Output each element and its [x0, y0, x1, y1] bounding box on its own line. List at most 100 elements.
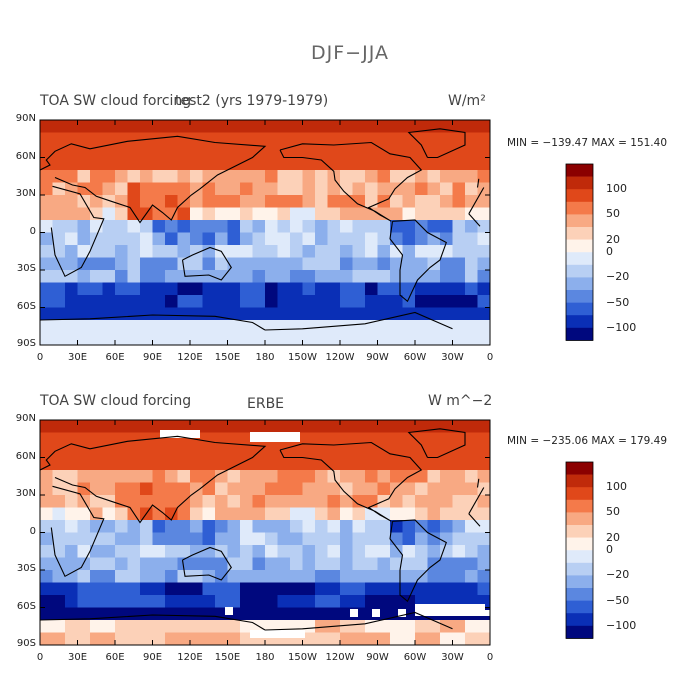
missing-data-patch: [398, 609, 406, 617]
colorbar-swatch: [566, 575, 593, 589]
colorbar-label: 50: [606, 505, 620, 519]
coastline: [476, 178, 480, 188]
missing-data-patch: [440, 610, 490, 616]
missing-data-patch: [225, 607, 233, 615]
lon-tick-label: 90W: [366, 652, 389, 663]
colorbar-swatch: [566, 252, 593, 266]
panel-bottom-minmax: MIN = −235.06 MAX = 179.49: [507, 435, 668, 447]
panel-top-units: W/m²: [448, 93, 486, 109]
coastline: [468, 487, 485, 515]
colorbar-frame: [565, 163, 594, 341]
lat-tick-label: 30N: [15, 188, 36, 199]
coastline: [407, 128, 466, 159]
panel-bottom-variable: TOA SW cloud forcing: [40, 393, 192, 409]
lon-tick-label: 150E: [214, 652, 241, 663]
lat-tick-label: 90N: [15, 113, 36, 124]
colorbar-swatch: [566, 512, 593, 526]
colorbar-swatch: [566, 189, 593, 203]
lon-tick-label: 60E: [105, 352, 125, 363]
colorbar-top: [565, 163, 594, 341]
colorbar-swatch: [566, 214, 593, 228]
lon-tick-label: 0: [36, 352, 44, 363]
colorbar-label: 20: [606, 530, 620, 544]
lon-tick-label: 0: [486, 352, 494, 363]
axis-ticks: [39, 419, 491, 646]
lon-tick-label: 30W: [441, 352, 464, 363]
lon-tick-label: 90E: [142, 652, 163, 663]
map-panel-top: [39, 119, 491, 346]
lon-tick-label: 150W: [288, 652, 317, 663]
figure-title: DJF−JJA: [311, 42, 389, 64]
colorbar-label: −50: [606, 593, 630, 607]
coastline: [468, 513, 481, 527]
colorbar-label: −100: [606, 320, 637, 334]
colorbar-label: 100: [606, 480, 627, 494]
axis-ticks: [39, 119, 491, 346]
colorbar-swatch: [566, 499, 593, 513]
lon-tick-label: 30E: [67, 352, 88, 363]
colorbar-label: −20: [606, 270, 630, 284]
colorbar-swatch: [566, 315, 593, 329]
colorbar-swatch: [566, 327, 593, 341]
colorbar-swatch: [566, 264, 593, 278]
colorbar-swatch: [566, 625, 593, 639]
lat-tick-label: 60S: [16, 300, 36, 312]
coastline: [50, 185, 105, 278]
colorbar-label: 50: [606, 207, 620, 221]
lon-tick-label: 150W: [288, 352, 317, 363]
lon-tick-label: 60E: [105, 652, 125, 663]
coastline: [468, 187, 485, 215]
lat-tick-label: 90S: [16, 338, 36, 349]
colorbar-label: −100: [606, 618, 637, 632]
colorbar-swatch: [566, 462, 593, 475]
coastline: [468, 213, 481, 227]
lon-tick-label: 30W: [441, 652, 464, 663]
coastlines: [40, 128, 485, 331]
lat-tick-label: 90N: [15, 413, 36, 424]
lon-tick-label: 0: [486, 652, 494, 663]
lon-tick-label: 0: [36, 652, 44, 663]
coastline: [40, 135, 267, 224]
colorbar-swatch: [566, 613, 593, 627]
colorbar-label: 0: [606, 245, 613, 259]
coastline: [264, 611, 453, 631]
lat-tick-label: 0: [29, 225, 36, 237]
panel-top-variable: TOA SW cloud forcing: [40, 93, 192, 109]
panel-bottom-units: W m^−2: [428, 393, 493, 409]
coastline: [181, 246, 232, 281]
colorbar-label: 0: [606, 543, 613, 557]
lat-tick-label: 30S: [16, 263, 36, 274]
missing-data-patch: [350, 609, 358, 617]
colorbar-label: −20: [606, 568, 630, 582]
coastline: [181, 546, 232, 581]
coastline: [389, 219, 447, 303]
missing-data-patch: [372, 609, 380, 617]
lon-tick-label: 120W: [325, 652, 355, 663]
map-field: [40, 120, 490, 345]
colorbar-swatch: [566, 164, 593, 177]
lon-tick-label: 60W: [403, 352, 427, 363]
colorbar-frame: [565, 461, 594, 639]
colorbar-swatch: [566, 537, 593, 551]
coastlines: [40, 428, 485, 631]
lat-tick-label: 90S: [16, 638, 36, 649]
lon-tick-label: 150E: [214, 352, 241, 363]
colorbar-swatch: [566, 550, 593, 564]
colorbar-swatch: [566, 201, 593, 215]
coastline: [264, 311, 453, 331]
missing-data-patch: [250, 432, 300, 442]
lon-tick-label: 120W: [325, 352, 355, 363]
colorbar-swatch: [566, 487, 593, 501]
colorbar-label: −50: [606, 295, 630, 309]
coastline: [279, 441, 423, 522]
coastline: [50, 485, 105, 578]
colorbar-swatch: [566, 474, 593, 488]
coastline: [407, 428, 466, 459]
coastline: [389, 519, 447, 603]
colorbar-bottom: [565, 461, 594, 639]
colorbar-label: 20: [606, 232, 620, 246]
lat-tick-label: 60N: [15, 150, 36, 162]
lat-tick-label: 30N: [15, 488, 36, 499]
coastline: [40, 314, 266, 331]
